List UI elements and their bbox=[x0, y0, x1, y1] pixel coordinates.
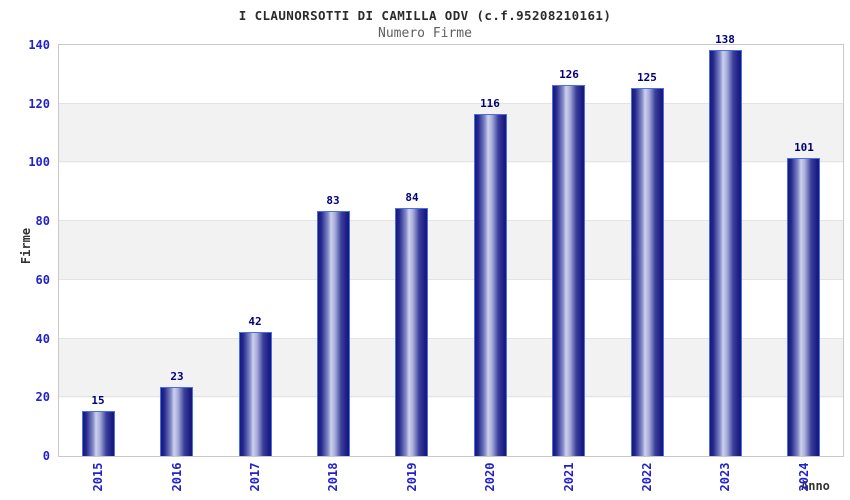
gridline-80 bbox=[59, 220, 843, 221]
gridline-120 bbox=[59, 103, 843, 104]
x-tick-label-2015: 2015 bbox=[91, 462, 105, 492]
bar-value-label-2020: 116 bbox=[480, 97, 500, 110]
bar-2017 bbox=[239, 332, 272, 456]
bar-value-label-2022: 125 bbox=[637, 71, 657, 84]
gridline-20 bbox=[59, 396, 843, 397]
bar-2019 bbox=[395, 208, 428, 456]
bar-value-label-2024: 101 bbox=[794, 141, 814, 154]
x-tick-label-2024: 2024 bbox=[797, 462, 811, 492]
y-tick-label-80: 80 bbox=[35, 214, 50, 228]
gridline-40 bbox=[59, 338, 843, 339]
bar-2021 bbox=[552, 85, 585, 456]
x-tick-label-2019: 2019 bbox=[405, 462, 419, 492]
x-tick-label-2022: 2022 bbox=[640, 462, 654, 492]
y-tick-label-120: 120 bbox=[28, 97, 50, 111]
bar-value-label-2019: 84 bbox=[405, 191, 419, 204]
chart-subtitle: Numero Firme bbox=[378, 26, 472, 41]
gridline-60 bbox=[59, 279, 843, 280]
plot-area: 15 23 42 83 84 116 126 125 138 101 bbox=[58, 33, 844, 457]
y-tick-label-100: 100 bbox=[28, 155, 50, 169]
bar-value-label-2016: 23 bbox=[170, 370, 184, 383]
y-tick-label-60: 60 bbox=[35, 273, 50, 287]
bar-value-label-2023: 138 bbox=[715, 33, 735, 46]
x-tick-label-2016: 2016 bbox=[170, 462, 184, 492]
bar-2023 bbox=[709, 50, 742, 456]
x-tick-label-2018: 2018 bbox=[326, 462, 340, 492]
chart-title: I CLAUNORSOTTI DI CAMILLA ODV (c.f.95208… bbox=[238, 8, 612, 23]
bar-value-label-2017: 42 bbox=[248, 315, 262, 328]
y-tick-label-140: 140 bbox=[28, 38, 50, 52]
bar-2022 bbox=[631, 88, 664, 456]
bar-2016 bbox=[160, 387, 193, 456]
bar-value-label-2018: 83 bbox=[326, 194, 340, 207]
bar-2018 bbox=[317, 211, 350, 456]
x-tick-label-2021: 2021 bbox=[562, 462, 576, 492]
x-tick-label-2023: 2023 bbox=[718, 462, 732, 492]
bar-2024 bbox=[787, 158, 820, 456]
bar-value-label-2021: 126 bbox=[559, 68, 579, 81]
gridline-100 bbox=[59, 161, 843, 162]
y-tick-label-40: 40 bbox=[35, 332, 50, 346]
x-tick-label-2020: 2020 bbox=[483, 462, 497, 492]
bar-2020 bbox=[474, 114, 507, 456]
x-tick-label-2017: 2017 bbox=[248, 462, 262, 492]
x-axis-title: Anno bbox=[801, 479, 830, 493]
bar-value-label-2015: 15 bbox=[91, 394, 105, 407]
y-tick-label-20: 20 bbox=[35, 390, 50, 404]
y-tick-label-0: 0 bbox=[42, 449, 50, 463]
bar-2015 bbox=[82, 411, 115, 456]
